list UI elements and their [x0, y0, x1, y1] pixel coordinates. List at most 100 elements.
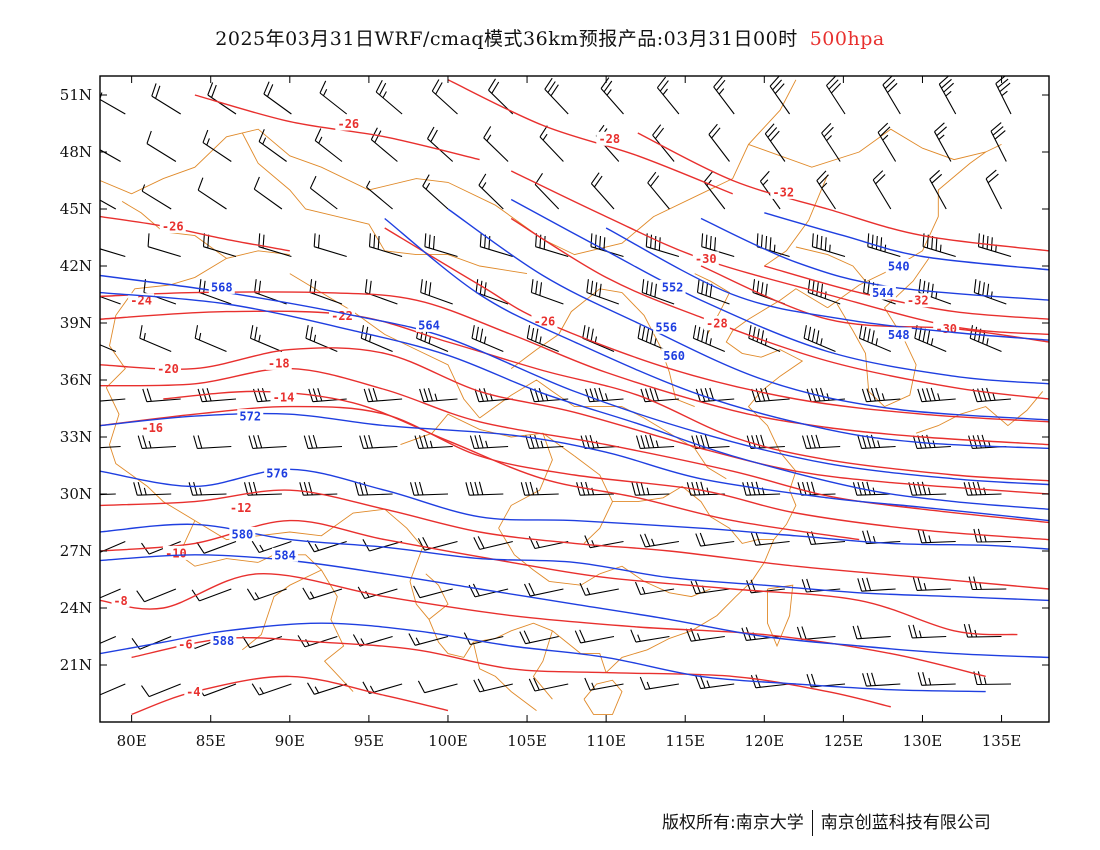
wind-barb: [530, 279, 564, 305]
border-line: [425, 573, 449, 620]
height-contour-label: 548: [888, 328, 910, 342]
wind-barb: [253, 176, 283, 210]
title-text: 2025年03月31日WRF/cmaq模式36km预报产品:03月31日00时: [215, 28, 798, 50]
wind-barb: [973, 279, 1007, 305]
wind-barb: [141, 683, 181, 698]
wind-barb: [366, 180, 393, 210]
wind-barb: [882, 76, 901, 115]
border-line: [472, 642, 537, 711]
border-line: [710, 516, 774, 544]
wind-barb: [973, 528, 1012, 543]
wind-barb: [634, 581, 675, 596]
y-tick-label: 45N: [60, 200, 92, 218]
border-line: [242, 554, 323, 651]
wind-barb: [258, 129, 287, 162]
wind-barb: [207, 82, 237, 115]
wind-barb: [525, 434, 564, 449]
wind-barb: [197, 177, 227, 210]
height-contour-line: [447, 208, 1049, 421]
temperature-contour-label-bg: [596, 131, 623, 146]
wind-barb: [929, 169, 947, 210]
height-contour-label: 584: [274, 548, 296, 562]
wind-barb: [303, 434, 343, 449]
wind-barb: [354, 481, 393, 496]
wind-barb: [807, 279, 841, 305]
border-line: [241, 132, 528, 275]
wind-barb: [479, 233, 513, 258]
wind-barb: [696, 279, 730, 305]
wind-barb: [692, 325, 726, 353]
wind-barb: [417, 680, 458, 694]
wind-barb: [748, 325, 781, 353]
border-line: [795, 246, 866, 282]
height-contour-line: [700, 217, 1049, 301]
wind-barb: [934, 122, 952, 162]
wind-barb: [595, 124, 620, 162]
temperature-contour-line: [100, 573, 986, 678]
wind-barb: [867, 233, 901, 258]
temperature-contour-label-bg: [703, 316, 730, 330]
temperature-contour-label: -26: [337, 117, 359, 131]
temperature-contour-label-bg: [155, 361, 182, 376]
wind-barb: [408, 633, 449, 646]
wind-barb: [146, 130, 177, 162]
x-tick-label: 135E: [982, 732, 1022, 750]
y-tick-label: 30N: [60, 485, 92, 503]
temperature-contour-line: [100, 489, 1049, 590]
wind-barb: [585, 387, 624, 403]
wind-barb: [764, 123, 786, 162]
wind-barb: [586, 279, 619, 305]
wind-barb: [912, 577, 951, 591]
temperature-contour-label-bg: [265, 355, 292, 370]
border-line: [105, 250, 290, 388]
wind-barb: [194, 325, 227, 353]
height-contour-line: [100, 468, 1049, 550]
wind-barb: [968, 434, 1007, 449]
company-name: 南京创蓝科技有限公司: [820, 813, 991, 833]
height-contour-line: [384, 217, 1049, 450]
temperature-contour-label-bg: [111, 593, 130, 608]
wind-barb: [413, 585, 453, 599]
wind-barb: [188, 481, 227, 496]
wind-barb: [370, 127, 398, 162]
wind-barb: [463, 632, 504, 646]
footer-separator: [811, 810, 813, 836]
wind-barb: [645, 233, 680, 258]
height-contour-label: 556: [655, 320, 677, 334]
wind-barb: [488, 78, 514, 115]
wind-barb: [520, 481, 559, 496]
wind-barb: [100, 540, 126, 553]
wind-barb: [637, 325, 670, 353]
wind-barb: [857, 577, 896, 592]
x-tick-label: 110E: [586, 732, 626, 750]
y-tick-label: 24N: [60, 599, 92, 617]
wind-barb: [759, 170, 781, 210]
wind-barb: [473, 536, 513, 550]
height-contour-line: [100, 554, 1049, 659]
wind-barb: [529, 388, 569, 403]
wind-barb: [574, 629, 615, 644]
height-contour-label-bg: [264, 466, 291, 481]
wind-barb: [483, 126, 509, 162]
wind-barb: [695, 532, 735, 547]
wind-barb: [908, 481, 947, 496]
wind-barb: [147, 233, 181, 258]
wind-barb: [858, 325, 892, 353]
wind-barb: [703, 171, 726, 210]
temperature-contour-label-bg: [162, 545, 189, 560]
wind-barb: [635, 434, 675, 449]
wind-barb: [409, 481, 449, 496]
height-contour-label-bg: [272, 547, 299, 562]
wind-barb: [375, 79, 403, 115]
wind-barb: [977, 233, 1012, 258]
wind-barb: [307, 682, 347, 695]
height-contour-label: 564: [418, 318, 440, 332]
pressure-level-label: 500hpa: [809, 28, 885, 50]
wind-barb: [526, 325, 559, 353]
height-contour-line: [100, 291, 1049, 510]
border-line: [105, 387, 582, 658]
wind-barb: [419, 388, 458, 403]
wind-barb: [756, 233, 790, 258]
height-contour-line: [510, 198, 1049, 385]
